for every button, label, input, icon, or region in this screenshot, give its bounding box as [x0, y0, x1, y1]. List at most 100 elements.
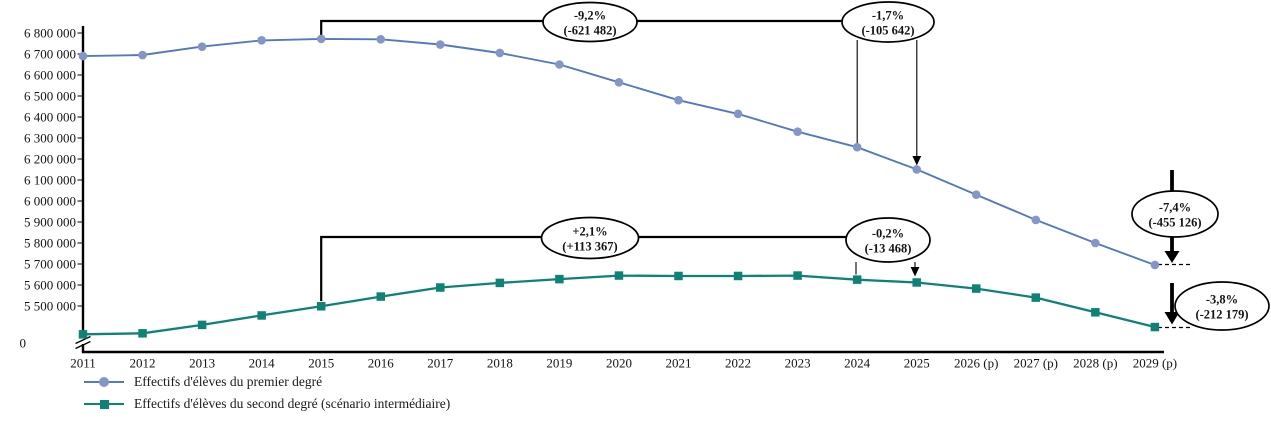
y-zero-label: 0 — [20, 336, 27, 351]
y-tick-label: 5 800 000 — [24, 236, 76, 251]
axis-break-mark — [75, 340, 91, 350]
data-point-second-degre-2017 — [436, 283, 445, 292]
annotation-connectors — [320, 19, 1190, 329]
data-point-premier-degre-2015 — [316, 34, 326, 44]
x-tick-label: 2023 — [785, 356, 811, 371]
data-point-premier-degre-2025 — [912, 165, 921, 174]
line-circle-marker-icon — [84, 376, 124, 388]
axes: 6 800 000 6 700 000 6 600 000 6 500 000 6 40… — [20, 26, 1178, 371]
data-point-second-degre-2027 (p) — [1031, 293, 1041, 302]
data-point-second-degre-2015 — [316, 302, 326, 311]
data-point-premier-degre-2027 (p) — [1031, 215, 1041, 225]
x-tick-label: 2017 — [427, 356, 454, 371]
data-point-premier-degre-2026 (p) — [971, 190, 981, 199]
data-point-second-degre-2020 — [614, 271, 624, 280]
line-square-marker-icon — [84, 398, 124, 410]
x-tick-label: 2019 — [546, 356, 572, 371]
big-arrowhead-premier — [1164, 251, 1180, 263]
legend-label-second-degre: Effectifs d'élèves du second degré (scén… — [134, 396, 451, 411]
annotation-abs: (-105 642) — [861, 24, 914, 38]
y-tick-label: 5 700 000 — [24, 257, 76, 272]
legend-label-premier-degre: Effectifs d'élèves du premier degré — [134, 374, 323, 389]
data-point-premier-degre-2020 — [614, 78, 624, 87]
x-tick-label: 2027 (p) — [1014, 356, 1058, 371]
series-premier-degre — [78, 34, 1160, 270]
data-point-second-degre-2029 (p) — [1150, 322, 1160, 332]
x-tick-label: 2025 — [904, 356, 930, 371]
y-tick-label: 6 700 000 — [24, 47, 76, 62]
data-point-second-degre-2025 — [912, 278, 921, 287]
x-tick-label: 2015 — [308, 356, 334, 371]
data-point-premier-degre-2013 — [197, 42, 207, 51]
y-tick-label: 6 300 000 — [24, 131, 76, 146]
x-tick-label: 2028 (p) — [1073, 356, 1117, 371]
x-tick-label: 2024 — [844, 356, 871, 371]
annotation-abs: (+113 367) — [562, 240, 617, 254]
x-tick-label: 2022 — [725, 356, 751, 371]
data-point-premier-degre-2012 — [138, 50, 147, 60]
series-line-second-degre — [82, 274, 1156, 336]
annotation-ellipse — [1131, 190, 1219, 238]
x-tick-label: 2013 — [189, 356, 215, 371]
annotation-abs: (-212 179) — [1195, 308, 1248, 322]
arrowhead-second-2025 — [910, 267, 920, 277]
data-point-second-degre-2013 — [197, 320, 207, 330]
data-point-premier-degre-2019 — [555, 60, 564, 69]
data-point-second-degre-2018 — [495, 278, 505, 288]
annotation-pct: -0,2% — [872, 227, 904, 241]
annotation-pct: -9,2% — [574, 9, 606, 23]
x-tick-label: 2012 — [130, 356, 156, 371]
data-point-premier-degre-2018 — [495, 48, 505, 58]
annotation-bubble-0: -9,2%(-621 482) — [542, 1, 638, 43]
data-point-second-degre-2024 — [852, 275, 862, 284]
y-tick-label: 5 500 000 — [24, 299, 76, 314]
x-tick-label: 2016 — [368, 356, 395, 371]
data-point-premier-degre-2017 — [436, 40, 445, 49]
annotation-bubble-4: -7,4%(-455 126) — [1131, 190, 1219, 238]
data-point-second-degre-2023 — [793, 271, 802, 280]
x-tick-label: 2011 — [70, 356, 96, 371]
annotation-ellipse — [542, 1, 638, 43]
data-point-second-degre-2021 — [674, 271, 683, 281]
y-tick-label: 6 800 000 — [24, 26, 76, 41]
big-arrowhead-second — [1164, 312, 1180, 325]
data-point-second-degre-2011 — [78, 330, 88, 339]
annotation-bubble-2: +2,1%(+113 367) — [540, 216, 640, 260]
bracket-second-2015-2025 — [320, 235, 878, 301]
annotation-pct: -7,4% — [1159, 201, 1191, 215]
annotation-ellipse — [845, 217, 931, 263]
annotation-abs: (-13 468) — [865, 242, 912, 256]
annotation-bubble-3: -0,2%(-13 468) — [845, 217, 931, 263]
annotation-abs: (-455 126) — [1148, 216, 1201, 230]
data-point-premier-degre-2028 (p) — [1091, 238, 1100, 248]
annotation-bubbles: -9,2%(-621 482) -1,7%(-105 642) +2,1%(+113… — [540, 1, 1270, 331]
data-point-second-degre-2019 — [555, 274, 564, 284]
data-point-premier-degre-2016 — [376, 35, 386, 44]
x-tick-label: 2026 (p) — [954, 356, 998, 371]
annotation-ellipse — [841, 1, 935, 43]
data-point-premier-degre-2022 — [733, 109, 743, 119]
axis-break-mark — [75, 335, 91, 345]
y-tick-label: 6 600 000 — [24, 68, 76, 83]
data-point-second-degre-2016 — [376, 292, 385, 301]
x-tick-label: 2018 — [487, 356, 513, 371]
data-point-premier-degre-2024 — [852, 142, 862, 152]
data-point-second-degre-2022 — [733, 271, 743, 281]
chart-legend: Effectifs d'élèves du premier degré Effe… — [84, 371, 450, 415]
annotation-bubble-5: -3,8%(-212 179) — [1174, 281, 1270, 331]
arrowhead-premier-2025 — [912, 156, 922, 166]
legend-item-premier-degre: Effectifs d'élèves du premier degré — [84, 371, 450, 393]
y-tick-label: 5 600 000 — [24, 278, 76, 293]
data-point-premier-degre-2029 (p) — [1150, 260, 1160, 270]
annotation-ellipse — [1174, 281, 1270, 331]
data-point-second-degre-2026 (p) — [972, 284, 981, 293]
data-point-premier-degre-2014 — [257, 36, 266, 45]
data-point-premier-degre-2021 — [674, 95, 683, 105]
axis-break-gap — [76, 335, 89, 344]
y-tick-label: 5 900 000 — [24, 215, 76, 230]
annotation-pct: +2,1% — [572, 225, 607, 239]
annotation-abs: (-621 482) — [563, 24, 616, 38]
data-point-second-degre-2028 (p) — [1091, 308, 1100, 317]
